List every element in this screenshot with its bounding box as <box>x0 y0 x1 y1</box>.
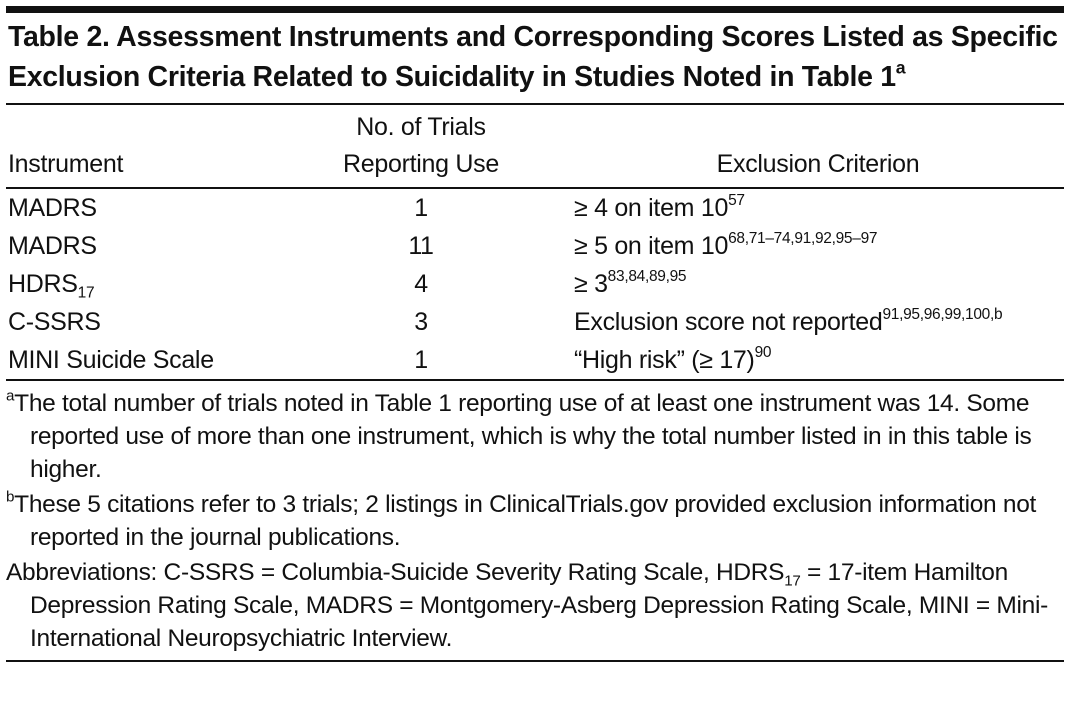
abbreviations-text: Abbreviations: C-SSRS = Columbia-Suicide… <box>6 559 785 586</box>
trials-cell: 4 <box>280 265 562 303</box>
subscript: 17 <box>77 283 95 301</box>
instrument-cell: MADRS <box>6 188 280 227</box>
references: 90 <box>754 343 772 361</box>
header-row: Instrument No. of Trials Reporting Use E… <box>6 104 1064 188</box>
header-cell: Instrument <box>8 150 124 178</box>
title-footnote-mark: a <box>895 57 906 78</box>
top-rule <box>6 6 1064 13</box>
footnote: aThe total number of trials noted in Tab… <box>6 387 1064 486</box>
footnote-mark: a <box>6 387 15 405</box>
header-cell: No. of Trials Reporting Use <box>343 113 499 178</box>
criterion: “High risk” (≥ 17) <box>574 345 755 374</box>
subscript: 17 <box>784 572 801 590</box>
instrument: MADRS <box>8 193 97 222</box>
title-text: Table 2. Assessment Instruments and Corr… <box>8 21 1058 93</box>
trials: 11 <box>408 231 434 260</box>
table-title: Table 2. Assessment Instruments and Corr… <box>8 17 1064 97</box>
trials-cell: 3 <box>280 303 562 341</box>
table-row: MADRS 1 ≥ 4 on item 1057 <box>6 188 1064 227</box>
table-row: MADRS 11 ≥ 5 on item 1068,71–74,91,92,95–9… <box>6 227 1064 265</box>
trials: 4 <box>414 269 428 298</box>
references: 68,71–74,91,92,95–97 <box>728 229 878 247</box>
abbreviations: Abbreviations: C-SSRS = Columbia-Suicide… <box>6 556 1064 655</box>
references: 91,95,96,99,100,b <box>882 305 1003 323</box>
trials-cell: 11 <box>280 227 562 265</box>
table-header: Instrument No. of Trials Reporting Use E… <box>6 104 1064 188</box>
footnote: bThese 5 citations refer to 3 trials; 2 … <box>6 488 1064 554</box>
footnote-text: The total number of trials noted in Tabl… <box>14 390 1032 483</box>
criterion-cell: “High risk” (≥ 17)90 <box>562 341 1064 380</box>
trials: 3 <box>414 307 428 336</box>
criterion: Exclusion score not reported <box>574 307 883 336</box>
footnote-text: These 5 citations refer to 3 trials; 2 l… <box>14 491 1037 551</box>
criterion-cell: ≥ 383,84,89,95 <box>562 265 1064 303</box>
references: 57 <box>728 191 745 209</box>
references: 83,84,89,95 <box>607 267 687 285</box>
trials-cell: 1 <box>280 341 562 380</box>
instrument: MADRS <box>8 231 97 260</box>
criterion-cell: ≥ 5 on item 1068,71–74,91,92,95–97 <box>562 227 1064 265</box>
instrument: MINI Suicide Scale <box>8 345 214 374</box>
instrument: C-SSRS <box>8 307 101 336</box>
footnote-mark: b <box>6 488 15 506</box>
header-cell: Exclusion Criterion <box>716 150 920 178</box>
table: Instrument No. of Trials Reporting Use E… <box>6 103 1064 381</box>
instrument-cell: C-SSRS <box>6 303 280 341</box>
footnotes: aThe total number of trials noted in Tab… <box>6 387 1064 662</box>
criterion-cell: ≥ 4 on item 1057 <box>562 188 1064 227</box>
document: Table 2. Assessment Instruments and Corr… <box>6 6 1064 662</box>
criterion: ≥ 4 on item 10 <box>574 193 729 222</box>
trials: 1 <box>414 345 428 374</box>
table-row: MINI Suicide Scale 1 “High risk” (≥ 17)90 <box>6 341 1064 380</box>
instrument-cell: MINI Suicide Scale <box>6 341 280 380</box>
criterion-cell: Exclusion score not reported91,95,96,99,… <box>562 303 1064 341</box>
criterion: ≥ 5 on item 10 <box>574 231 729 260</box>
abbreviations-text: = 17-item Hamilton Depression Rating Sca… <box>30 559 1048 652</box>
criterion: ≥ 3 <box>574 269 608 298</box>
trials-cell: 1 <box>280 188 562 227</box>
instrument-cell: MADRS <box>6 227 280 265</box>
trials: 1 <box>414 193 428 222</box>
table-row: C-SSRS 3 Exclusion score not reported91,95… <box>6 303 1064 341</box>
table-body: MADRS 1 ≥ 4 on item 1057 MADRS 11 ≥ 5 on item… <box>6 188 1064 380</box>
table-row: HDRS17 4 ≥ 383,84,89,95 <box>6 265 1064 303</box>
instrument-cell: HDRS17 <box>6 265 280 303</box>
instrument: HDRS <box>8 269 78 298</box>
